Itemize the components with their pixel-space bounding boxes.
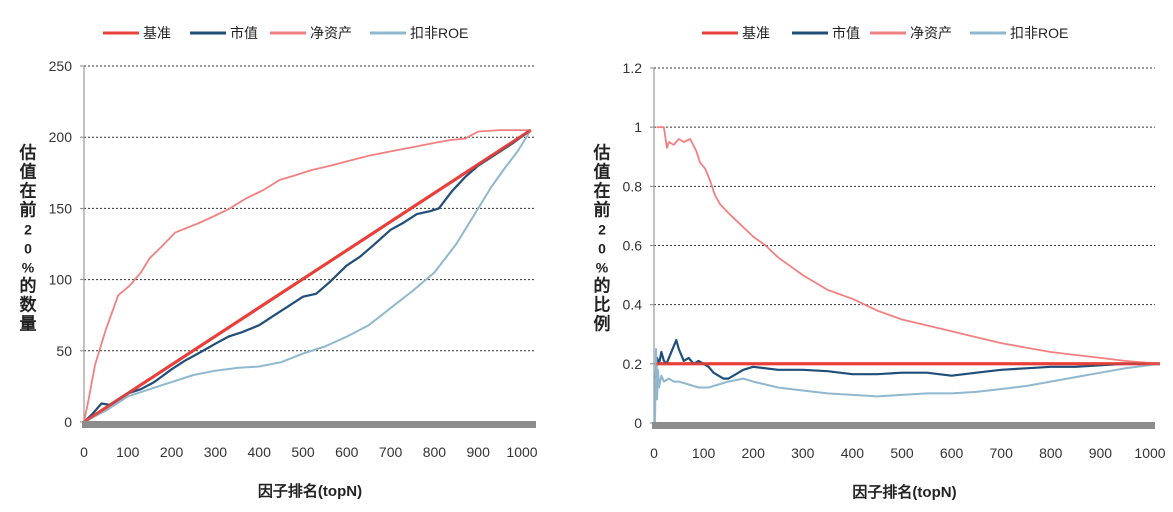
count-x-axis	[82, 421, 536, 428]
ratio-ytick-label: 0.2	[623, 356, 643, 372]
ratio-legend-label: 扣非ROE	[1010, 25, 1068, 41]
count-ytick-label: 100	[49, 272, 73, 288]
ratio-legend-item: 净资产	[870, 25, 952, 41]
count-ytick-label: 200	[49, 129, 73, 145]
ratio-xtick-label: 600	[940, 445, 964, 461]
count-xtick-label: 0	[80, 444, 88, 460]
count-xtick-label: 700	[379, 444, 403, 460]
ratio-y-axis-label-char: 的	[594, 276, 611, 296]
count-xtick-label: 400	[248, 444, 272, 460]
ratio-xtick-label: 700	[990, 445, 1014, 461]
ratio-ytick-label: 1	[634, 119, 642, 135]
count-series-line-3	[83, 129, 532, 423]
count-xtick-label: 200	[160, 444, 184, 460]
ratio-legend-item: 基准	[702, 25, 770, 41]
count-legend-label: 市值	[230, 25, 258, 41]
ratio-legend-item: 市值	[792, 25, 860, 41]
count-xtick-label: 1000	[506, 444, 537, 460]
count-xtick-label: 100	[116, 444, 140, 460]
count-ytick-label: 250	[49, 58, 73, 74]
ratio-xtick-label: 200	[742, 445, 766, 461]
ratio-xtick-label: 500	[890, 445, 914, 461]
ratio-xtick-label: 400	[841, 445, 865, 461]
ratio-x-axis-label: 因子排名(topN)	[852, 483, 956, 501]
count-y-axis-label-char: 前	[20, 200, 37, 220]
count-legend-label: 净资产	[310, 25, 352, 41]
count-legend-item: 市值	[190, 25, 258, 41]
count-xtick-label: 600	[335, 444, 359, 460]
count-y-axis-label-char: 数	[20, 295, 38, 315]
count-series-line-1	[83, 129, 532, 423]
ratio-xtick-label: 1000	[1134, 445, 1165, 461]
count-y-axis-label-char: 量	[20, 314, 37, 334]
count-legend-label: 扣非ROE	[410, 25, 468, 41]
ratio-xtick-label: 0	[650, 445, 658, 461]
chart-ratio-svg: 0 0.2 0.4 0.6 0.8 1 1.2 0 100 200 300 400 500 600 700 8…	[593, 25, 1166, 501]
ratio-ytick-label: 0.8	[623, 178, 643, 194]
ratio-legend-label: 市值	[832, 25, 860, 41]
ratio-x-axis	[652, 422, 1155, 429]
ratio-xtick-label: 800	[1039, 445, 1063, 461]
count-y-axis-label-char: 2	[24, 222, 32, 238]
count-y-axis-label-char: 在	[20, 181, 37, 201]
count-y-axis-label-char: 值	[20, 162, 37, 182]
count-ytick-label: 50	[56, 343, 72, 359]
ratio-ytick-label: 1.2	[623, 60, 643, 76]
ratio-series-line-1	[654, 339, 1160, 380]
ratio-xtick-label: 900	[1089, 445, 1113, 461]
ratio-legend-label: 净资产	[910, 25, 952, 41]
count-y-axis-label-char: 0	[24, 241, 32, 257]
chart-count: 0 50 100 150 200 250 0 100 200 300 400 500 600 700 800…	[0, 0, 580, 507]
ratio-y-axis-label-char: 在	[594, 181, 611, 201]
count-legend-item: 扣非ROE	[370, 25, 468, 41]
ratio-y-axis-label-char: 0	[598, 241, 606, 257]
ratio-y-axis-label-char: 例	[594, 314, 611, 334]
chart-ratio: 0 0.2 0.4 0.6 0.8 1 1.2 0 100 200 300 400 500 600 700 8…	[580, 0, 1173, 507]
ratio-y-axis-label-char: 前	[594, 200, 611, 220]
count-y-axis-label-char: %	[22, 260, 35, 276]
ratio-legend-label: 基准	[742, 25, 770, 41]
ratio-y-axis-label-char: 估	[593, 143, 611, 163]
ratio-y-axis-label: 估值在前 2 0 %的比例	[593, 143, 611, 334]
count-ytick-label: 150	[49, 200, 73, 216]
count-xtick-label: 300	[204, 444, 228, 460]
count-xtick-label: 800	[423, 444, 447, 460]
ratio-series-line-2	[656, 126, 1160, 365]
count-benchmark-line-overlay	[83, 128, 532, 424]
ratio-y-axis-label-char: 2	[598, 222, 606, 238]
ratio-y-axis-label-char: 比	[594, 295, 611, 315]
count-legend-item: 基准	[103, 25, 171, 41]
ratio-ytick-label: 0.4	[623, 297, 643, 313]
ratio-xtick-label: 100	[692, 445, 716, 461]
count-series-line-2	[83, 129, 531, 423]
count-y-axis-label-char: 估	[19, 143, 37, 163]
ratio-y-axis-label-char: 值	[594, 162, 611, 182]
count-x-axis-label: 因子排名(topN)	[258, 482, 362, 500]
count-y-axis-label: 估值在前 2 0 %的数量	[19, 143, 38, 334]
count-xtick-label: 900	[467, 444, 491, 460]
ratio-xtick-label: 300	[791, 445, 815, 461]
ratio-series-line-3	[654, 348, 1161, 424]
count-legend-item: 净资产	[270, 25, 352, 41]
count-legend-label: 基准	[143, 25, 171, 41]
count-xtick-label: 500	[291, 444, 315, 460]
chart-count-svg: 0 50 100 150 200 250 0 100 200 300 400 500 600 700 800…	[19, 25, 538, 500]
ratio-y-axis-label-char: %	[596, 260, 609, 276]
count-y-axis-label-char: 的	[20, 276, 37, 296]
ratio-ytick-label: 0.6	[623, 238, 643, 254]
count-ytick-label: 0	[64, 414, 72, 430]
ratio-legend-item: 扣非ROE	[970, 25, 1068, 41]
ratio-ytick-label: 0	[634, 415, 642, 431]
